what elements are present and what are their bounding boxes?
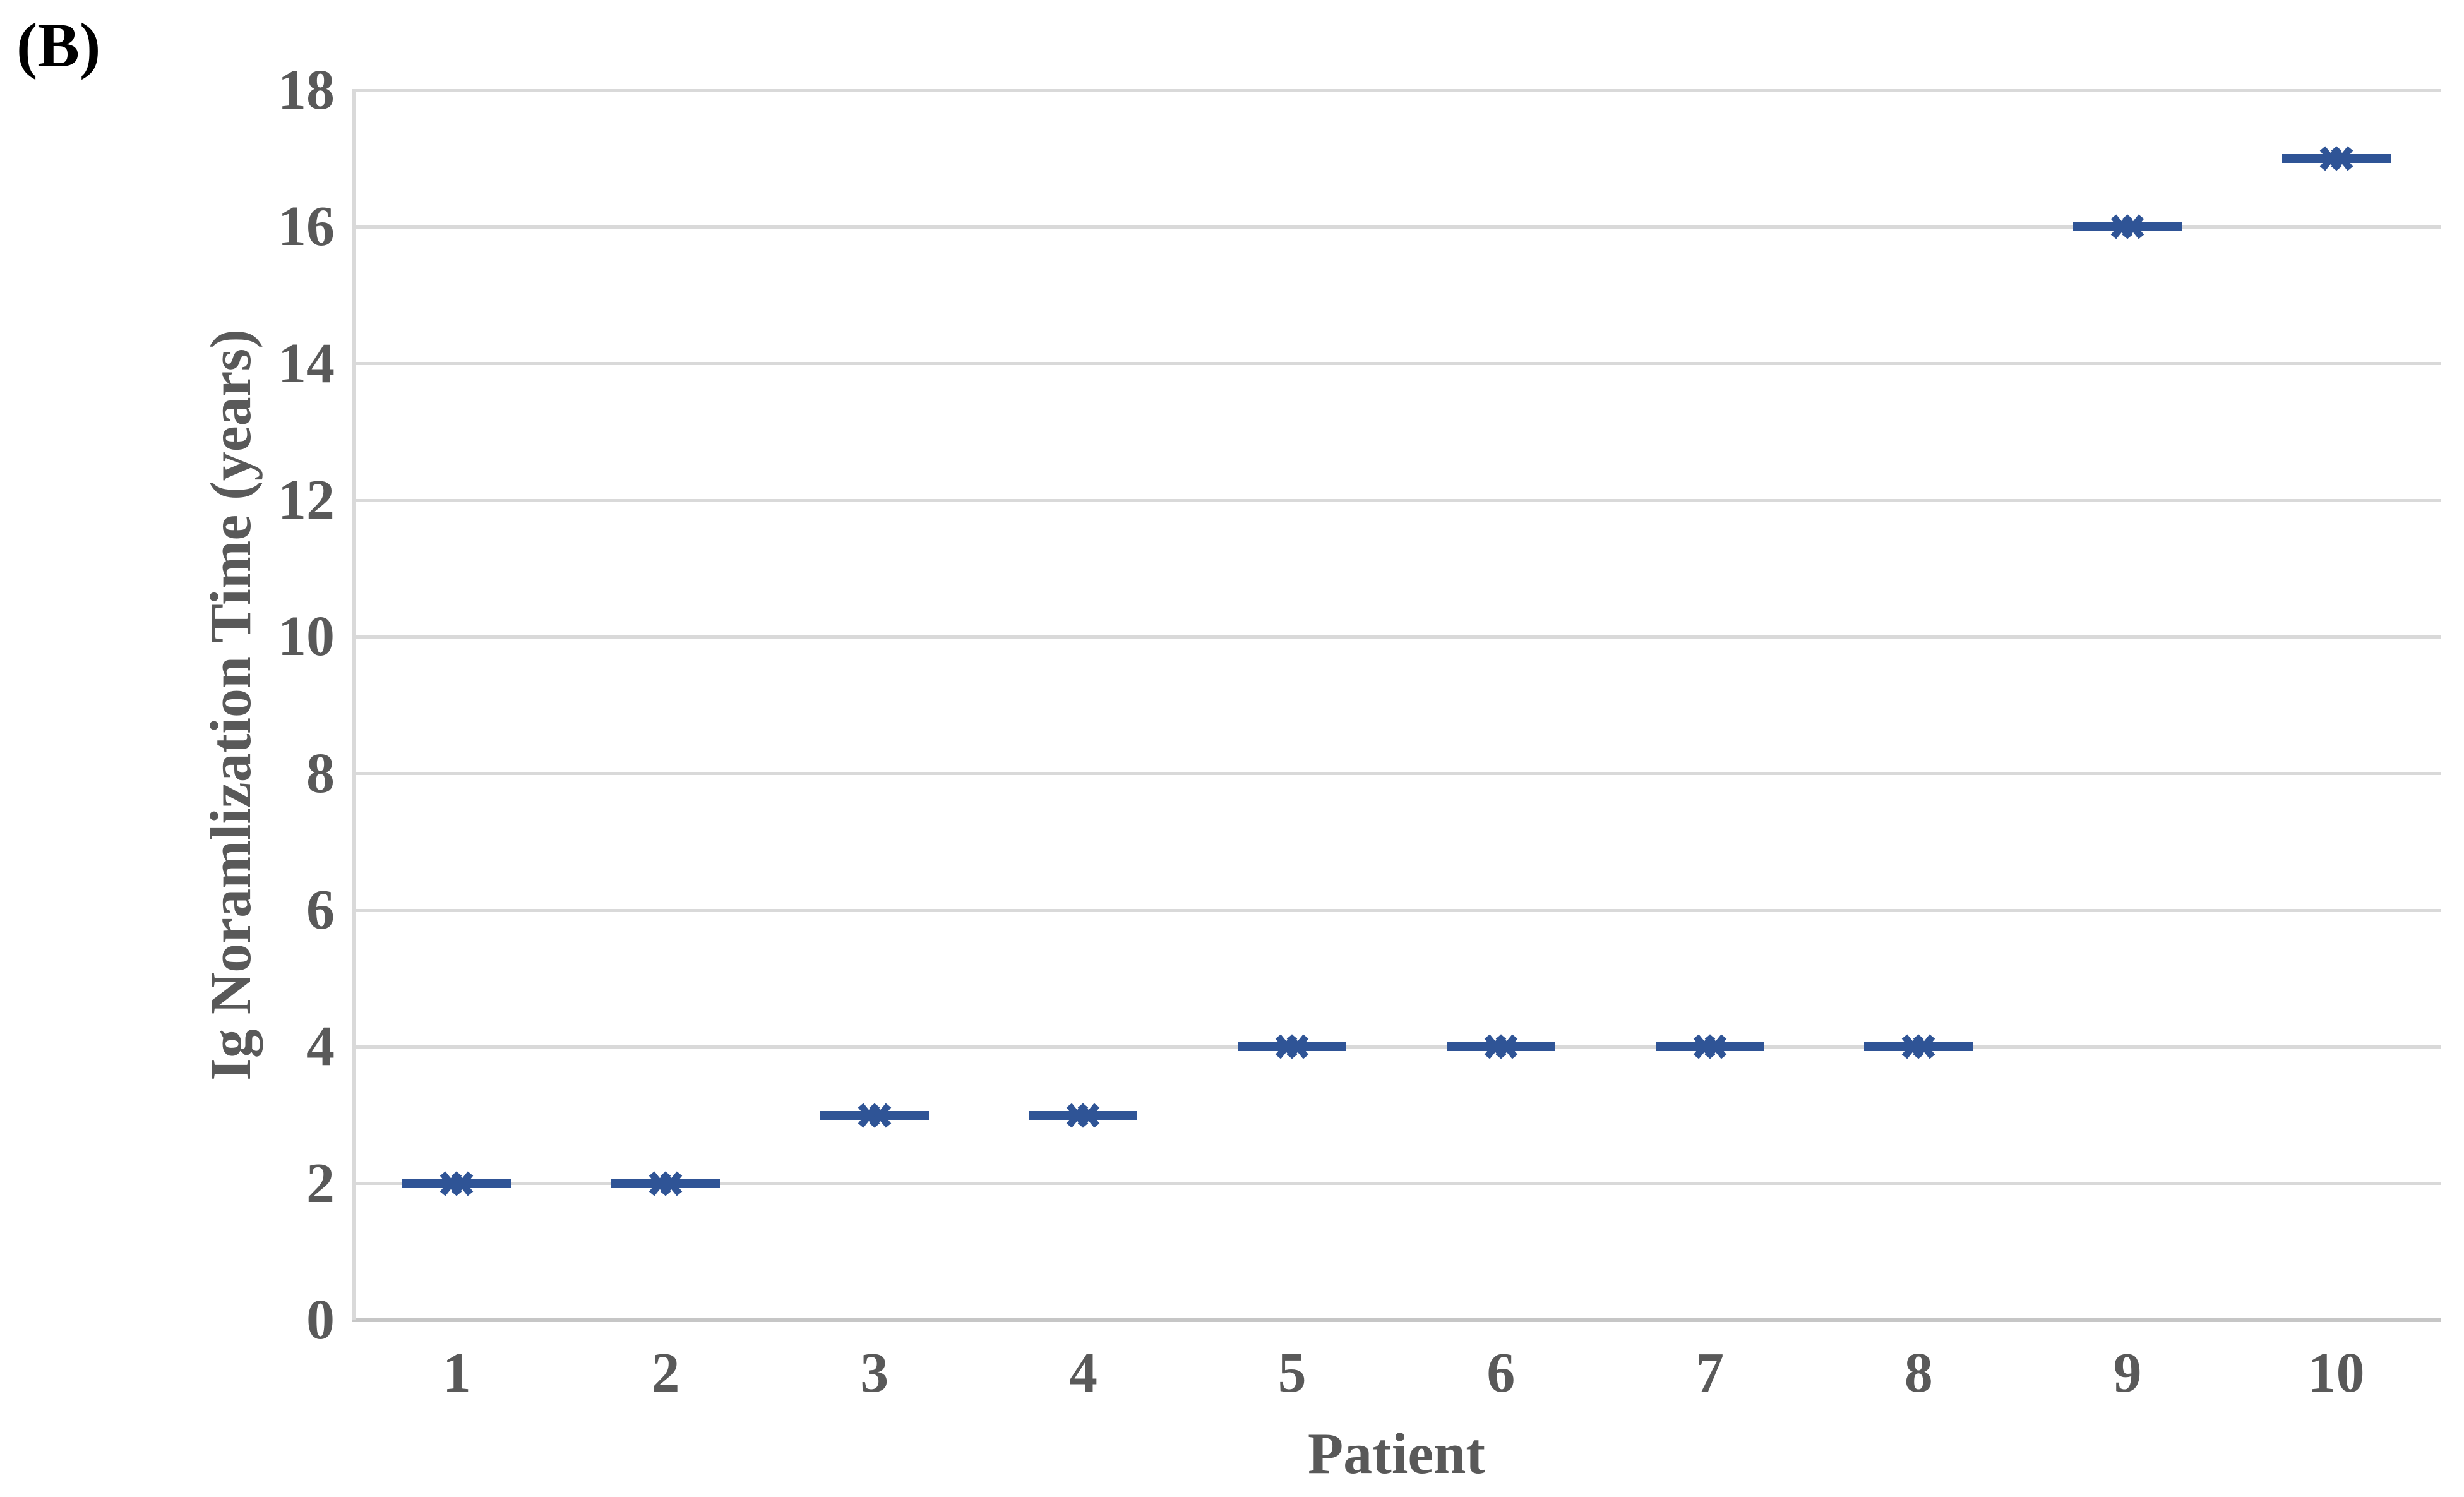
- gridline-y-8: [352, 772, 2441, 776]
- x-marker-strokes: [1901, 1034, 1935, 1059]
- median-bar: [2072, 222, 2182, 232]
- x-tick-label: 2: [651, 1342, 680, 1404]
- x-axis-title: Patient: [1307, 1421, 1486, 1486]
- x-mean-marker-icon: [858, 1103, 892, 1127]
- x-tick-label: 9: [2113, 1342, 2142, 1404]
- x-tick-label: 7: [1695, 1342, 1725, 1404]
- gridline-y-18: [352, 88, 2441, 92]
- gridline-y-14: [352, 362, 2441, 366]
- x-marker-strokes: [1275, 1034, 1309, 1059]
- x-mean-marker-icon: [440, 1171, 474, 1196]
- x-tick-label: 6: [1486, 1342, 1516, 1404]
- gridline-y-12: [352, 498, 2441, 502]
- median-bar: [820, 1110, 929, 1120]
- x-mean-marker-icon: [1693, 1034, 1726, 1059]
- gridline-y-4: [352, 1045, 2441, 1049]
- y-tick-label: 18: [278, 59, 335, 121]
- y-axis-title: Ig Noramlization Time (years): [198, 329, 263, 1081]
- x-marker-strokes: [1067, 1103, 1100, 1127]
- x-mean-marker-icon: [1484, 1034, 1518, 1059]
- x-marker-strokes: [2110, 214, 2144, 239]
- x-mean-marker-icon: [1275, 1034, 1309, 1059]
- y-tick-label: 10: [278, 605, 335, 668]
- y-tick-label: 4: [306, 1015, 335, 1078]
- median-bar: [1029, 1110, 1138, 1120]
- gridline-y-2: [352, 1182, 2441, 1186]
- x-tick-label: 5: [1277, 1342, 1307, 1404]
- x-tick-label: 3: [860, 1342, 889, 1404]
- y-tick-label: 0: [306, 1289, 335, 1351]
- x-mean-marker-icon: [2110, 214, 2144, 239]
- x-mean-marker-icon: [649, 1171, 683, 1196]
- median-bar: [402, 1179, 511, 1188]
- y-tick-label: 12: [278, 469, 335, 531]
- x-mean-marker-icon: [1901, 1034, 1935, 1059]
- x-marker-strokes: [2319, 146, 2353, 171]
- x-tick-label: 1: [442, 1342, 471, 1404]
- median-bar: [1655, 1042, 1764, 1052]
- x-mean-marker-icon: [1067, 1103, 1100, 1127]
- x-axis-line: [352, 1318, 2441, 1322]
- panel-label: (B): [16, 10, 101, 80]
- y-tick-label: 6: [306, 879, 335, 941]
- x-tick-label: 4: [1068, 1342, 1097, 1404]
- x-marker-strokes: [440, 1171, 474, 1196]
- x-marker-strokes: [1693, 1034, 1726, 1059]
- median-bar: [2282, 154, 2391, 164]
- y-tick-label: 2: [306, 1151, 335, 1215]
- gridline-y-16: [352, 225, 2441, 229]
- x-tick-label: 10: [2307, 1342, 2365, 1404]
- y-tick-label: 16: [278, 195, 335, 258]
- x-mean-marker-icon: [2319, 146, 2353, 171]
- plot-area: [352, 88, 2441, 1322]
- median-bar: [1238, 1042, 1347, 1052]
- x-tick-label: 8: [1904, 1342, 1933, 1404]
- x-marker-strokes: [858, 1103, 892, 1127]
- x-marker-strokes: [649, 1171, 683, 1196]
- gridline-y-6: [352, 908, 2441, 912]
- median-bar: [1446, 1042, 1555, 1052]
- gridline-y-10: [352, 635, 2441, 639]
- median-bar: [611, 1179, 721, 1188]
- y-axis-line: [352, 90, 356, 1320]
- median-bar: [1864, 1042, 1973, 1052]
- y-tick-label: 8: [306, 742, 335, 805]
- y-tick-label: 14: [278, 332, 335, 395]
- x-marker-strokes: [1484, 1034, 1518, 1059]
